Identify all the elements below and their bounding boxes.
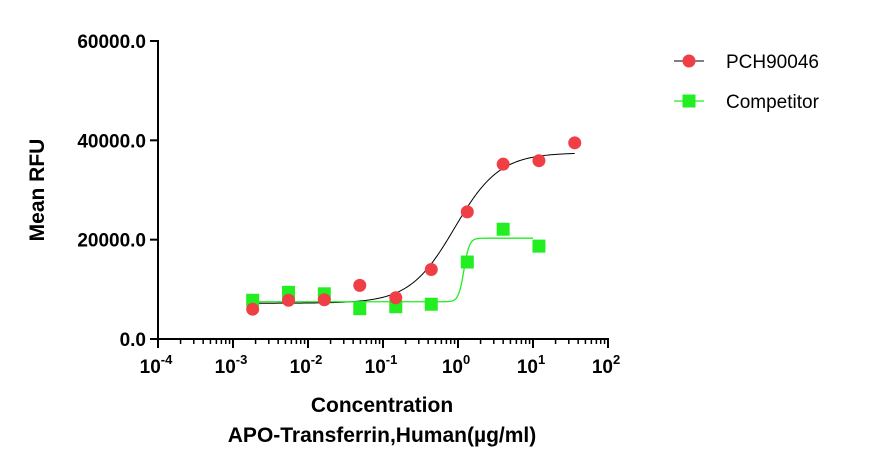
fit-curve-pch90046: [252, 152, 575, 304]
data-point-pch90046[interactable]: [353, 278, 367, 292]
x-tick-label: 102: [592, 352, 620, 378]
legend: PCH90046 Competitor: [674, 52, 820, 113]
legend-marker-pch90046: [682, 54, 696, 68]
legend-label-pch90046: PCH90046: [726, 52, 819, 73]
x-tick-label: 10-2: [290, 352, 323, 378]
y-axis-title: Mean RFU: [26, 139, 49, 242]
data-points: [246, 136, 582, 316]
data-point-pch90046[interactable]: [424, 262, 438, 276]
data-point-competitor[interactable]: [532, 239, 546, 253]
y-tick-label: 60000.0: [77, 32, 146, 53]
data-point-pch90046[interactable]: [389, 291, 403, 305]
data-point-pch90046[interactable]: [496, 157, 510, 171]
x-axis-subtitle: APO-Transferrin,Human(µg/ml): [228, 424, 536, 447]
x-tick-label: 10-1: [365, 352, 398, 378]
data-point-competitor[interactable]: [353, 302, 367, 316]
data-point-pch90046[interactable]: [282, 293, 296, 307]
data-point-pch90046[interactable]: [532, 154, 546, 168]
x-tick-label: 100: [442, 352, 470, 378]
data-point-pch90046[interactable]: [460, 205, 474, 219]
fit-curves: [252, 152, 575, 304]
data-point-competitor[interactable]: [246, 293, 260, 307]
y-tick-label: 20000.0: [77, 231, 146, 252]
data-point-competitor[interactable]: [424, 297, 438, 311]
y-tick-label: 40000.0: [77, 131, 146, 152]
data-point-competitor[interactable]: [496, 222, 510, 236]
axes: 0.0 20000.0 40000.0 60000.0 10-4 10-3 10-2 10-1…: [77, 32, 620, 378]
data-point-pch90046[interactable]: [317, 293, 331, 307]
legend-item-competitor[interactable]: Competitor: [674, 92, 820, 113]
data-point-pch90046[interactable]: [246, 302, 260, 316]
legend-label-competitor: Competitor: [726, 92, 820, 113]
data-point-competitor[interactable]: [389, 300, 403, 314]
x-tick-label: 10-4: [140, 352, 173, 378]
legend-marker-competitor: [682, 94, 696, 108]
data-point-pch90046[interactable]: [568, 136, 582, 150]
y-tick-label: 0.0: [120, 330, 146, 351]
legend-item-pch90046[interactable]: PCH90046: [674, 52, 819, 73]
x-tick-label: 101: [517, 352, 545, 378]
x-axis-title: Concentration: [311, 394, 453, 417]
x-tick-label: 10-3: [215, 352, 248, 378]
data-point-competitor[interactable]: [460, 255, 474, 269]
